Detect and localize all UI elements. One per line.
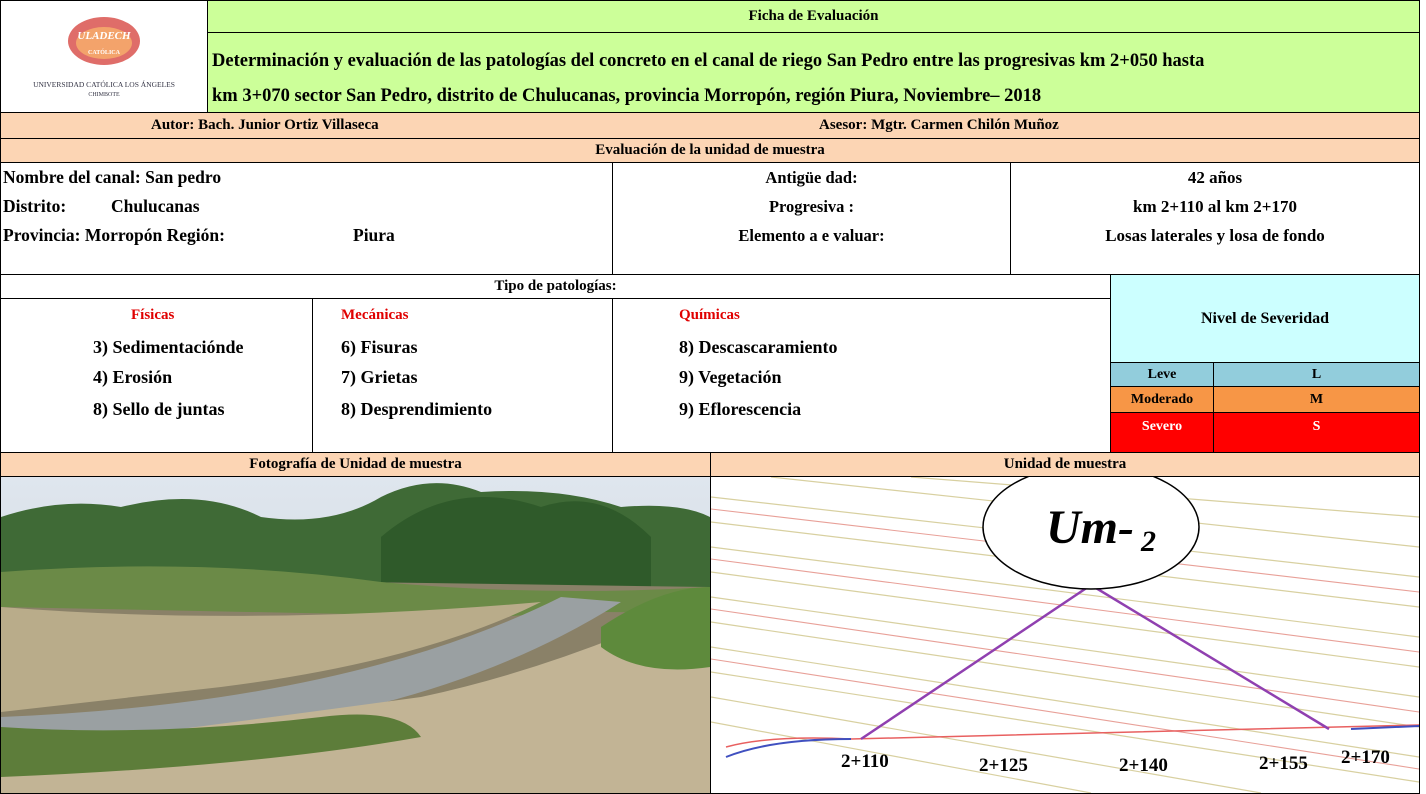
info-label: Progresiva :	[768, 197, 855, 216]
logo-subname: CATÓLICA	[88, 48, 121, 56]
info-value: Losas laterales y losa de fondo	[1105, 226, 1325, 245]
progressive: 2+110	[841, 751, 889, 772]
progressive: 2+140	[1119, 755, 1168, 776]
severity-code: L	[1213, 362, 1420, 387]
pathology: 4) Erosión	[93, 367, 173, 387]
photo-title: Fotografía de Unidad de muestra	[0, 452, 711, 477]
logo-university: UNIVERSIDAD CATÓLICA LOS ÁNGELES	[33, 79, 175, 89]
info-text: Piura	[353, 225, 395, 245]
severity-name: Severo	[1110, 412, 1214, 453]
info-text: Chulucanas	[111, 196, 200, 216]
info-text: Provincia: Morropón Región:	[3, 225, 225, 245]
map: Um- 2 2+110 2+125 2+140 2+155 2+170	[711, 477, 1419, 793]
logo-name: ULADECH	[77, 30, 131, 42]
group-cell: Físicas 3) Sedimentaciónde 4) Erosión 8)…	[0, 298, 313, 453]
info-value: km 2+110 al km 2+170	[1133, 197, 1297, 216]
group-name: Químicas	[679, 307, 740, 323]
map-title: Unidad de muestra	[710, 452, 1420, 477]
info-value: 42 años	[1187, 168, 1243, 187]
photo	[1, 477, 710, 793]
logo-city: CHIMBOTE	[88, 92, 120, 98]
header-title: Ficha de Evaluación	[207, 0, 1420, 33]
info-label: Antigüe dad:	[765, 168, 858, 187]
author-row: Autor: Bach. Junior Ortiz Villaseca Ases…	[0, 112, 1420, 139]
info-labels: Antigüe dad: Progresiva : Elemento a e v…	[612, 162, 1011, 275]
section-title: Evaluación de la unidad de muestra	[0, 138, 1420, 163]
info-left: Nombre del canal: San pedro Distrito: Ch…	[0, 162, 613, 275]
pathology: 8) Sello de juntas	[93, 399, 225, 419]
group-name: Mecánicas	[341, 307, 409, 323]
pathology: 8) Desprendimiento	[341, 399, 493, 419]
subtitle-line: km 3+070 sector San Pedro, distrito de C…	[212, 86, 1042, 106]
header-subtitle: Determinación y evaluación de las patolo…	[207, 32, 1420, 113]
severity-code: S	[1213, 412, 1420, 453]
severity-code: M	[1213, 386, 1420, 413]
pathologies-title: Tipo de patologías:	[0, 274, 1111, 299]
group-cell: Químicas 8) Descascaramiento 9) Vegetaci…	[612, 298, 1111, 453]
pathology: 3) Sedimentaciónde	[93, 337, 244, 357]
progressive: 2+155	[1259, 753, 1308, 774]
info-text: Nombre del canal: San pedro	[3, 167, 222, 187]
severity-name: Leve	[1110, 362, 1214, 387]
info-label: Elemento a e valuar:	[738, 226, 885, 245]
info-values: 42 años km 2+110 al km 2+170 Losas later…	[1010, 162, 1420, 275]
progressive: 2+170	[1341, 747, 1390, 768]
pathology: 9) Vegetación	[679, 367, 782, 387]
progressive: 2+125	[979, 755, 1028, 776]
group-name: Físicas	[131, 307, 175, 323]
map-cell: Um- 2 2+110 2+125 2+140 2+155 2+170	[710, 476, 1420, 794]
pathology: 6) Fisuras	[341, 337, 418, 357]
map-marker-sub: 2	[1140, 525, 1156, 558]
logo-cell: ULADECH CATÓLICA UNIVERSIDAD CATÓLICA LO…	[0, 0, 208, 113]
advisor: Asesor: Mgtr. Carmen Chilón Muñoz	[819, 117, 1059, 133]
logo: ULADECH CATÓLICA UNIVERSIDAD CATÓLICA LO…	[33, 17, 175, 98]
info-text: Distrito:	[3, 196, 67, 216]
pathology: 7) Grietas	[341, 367, 418, 387]
group-cell: Mecánicas 6) Fisuras 7) Grietas 8) Despr…	[312, 298, 613, 453]
pathology: 8) Descascaramiento	[679, 337, 838, 357]
author: Autor: Bach. Junior Ortiz Villaseca	[151, 117, 379, 133]
subtitle-line: Determinación y evaluación de las patolo…	[212, 51, 1205, 71]
severity-title: Nivel de Severidad	[1110, 274, 1420, 363]
pathology: 9) Eflorescencia	[679, 399, 802, 419]
photo-cell	[0, 476, 711, 794]
severity-name: Moderado	[1110, 386, 1214, 413]
map-marker: Um-	[1046, 501, 1134, 554]
